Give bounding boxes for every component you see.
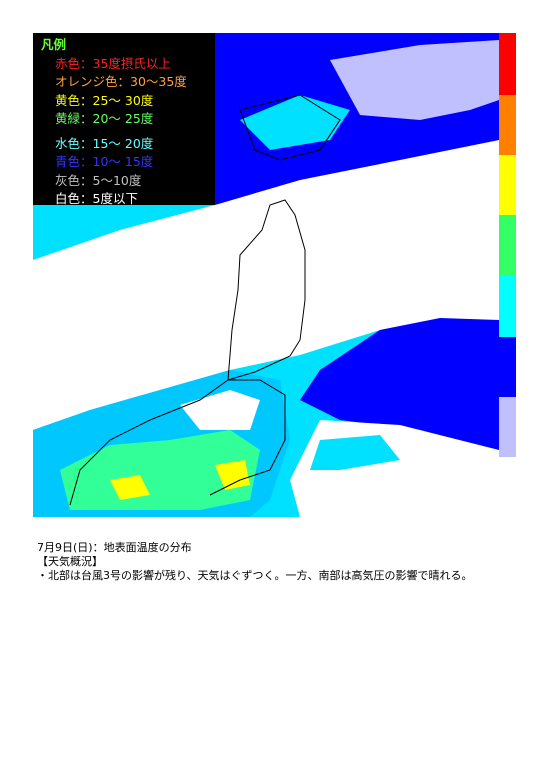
heading: 【天気概況】 — [37, 555, 103, 568]
legend-item: 赤色：35度摂氏以上 — [55, 55, 171, 71]
scale-lavender — [499, 397, 516, 457]
legend-title: 凡例 — [41, 37, 67, 52]
legend-item: オレンジ色：30～35度 — [55, 74, 187, 89]
cloud-band — [33, 140, 499, 430]
tohoku-outline — [227, 199, 306, 381]
legend-item: 灰色：5～10度 — [55, 172, 142, 188]
caption: 7月9日(日)：地表面温度の分布 【天気概況】 ・北部は台風3号の影響が残り、天… — [37, 541, 473, 583]
legend-item: 青色：10～ 15度 — [55, 154, 154, 169]
legend-item: 水色：15～ 20度 — [55, 135, 154, 151]
scale-blue — [499, 337, 516, 397]
scale-yellow — [499, 155, 516, 215]
warm-spot — [110, 475, 150, 500]
legend: 凡例 赤色：35度摂氏以上 オレンジ色：30～35度 黄色：25～ 30度 黄緑… — [33, 33, 215, 206]
legend-item: 黄色：25～ 30度 — [55, 92, 154, 108]
sea-blue-south — [300, 318, 499, 457]
cyan-patch-south — [310, 435, 400, 470]
hokkaido-outline — [239, 94, 341, 161]
legend-item: 白色：5度以下 — [55, 191, 138, 206]
kanto-outline — [69, 379, 286, 506]
scale-red — [499, 33, 516, 95]
summary: ・北部は台風3号の影響が残り、天気はぐずつく。一方、南部は高気圧の影響で晴れる。 — [37, 569, 473, 582]
lavender-area — [330, 40, 499, 120]
land-green — [60, 430, 260, 510]
scale-orange — [499, 95, 516, 155]
date-line: 7月9日(日)：地表面温度の分布 — [37, 541, 192, 554]
scale-green — [499, 215, 516, 276]
legend-item: 黄緑：20～ 25度 — [55, 111, 154, 126]
warm-spot — [215, 460, 250, 490]
scale-cyan — [499, 276, 516, 337]
